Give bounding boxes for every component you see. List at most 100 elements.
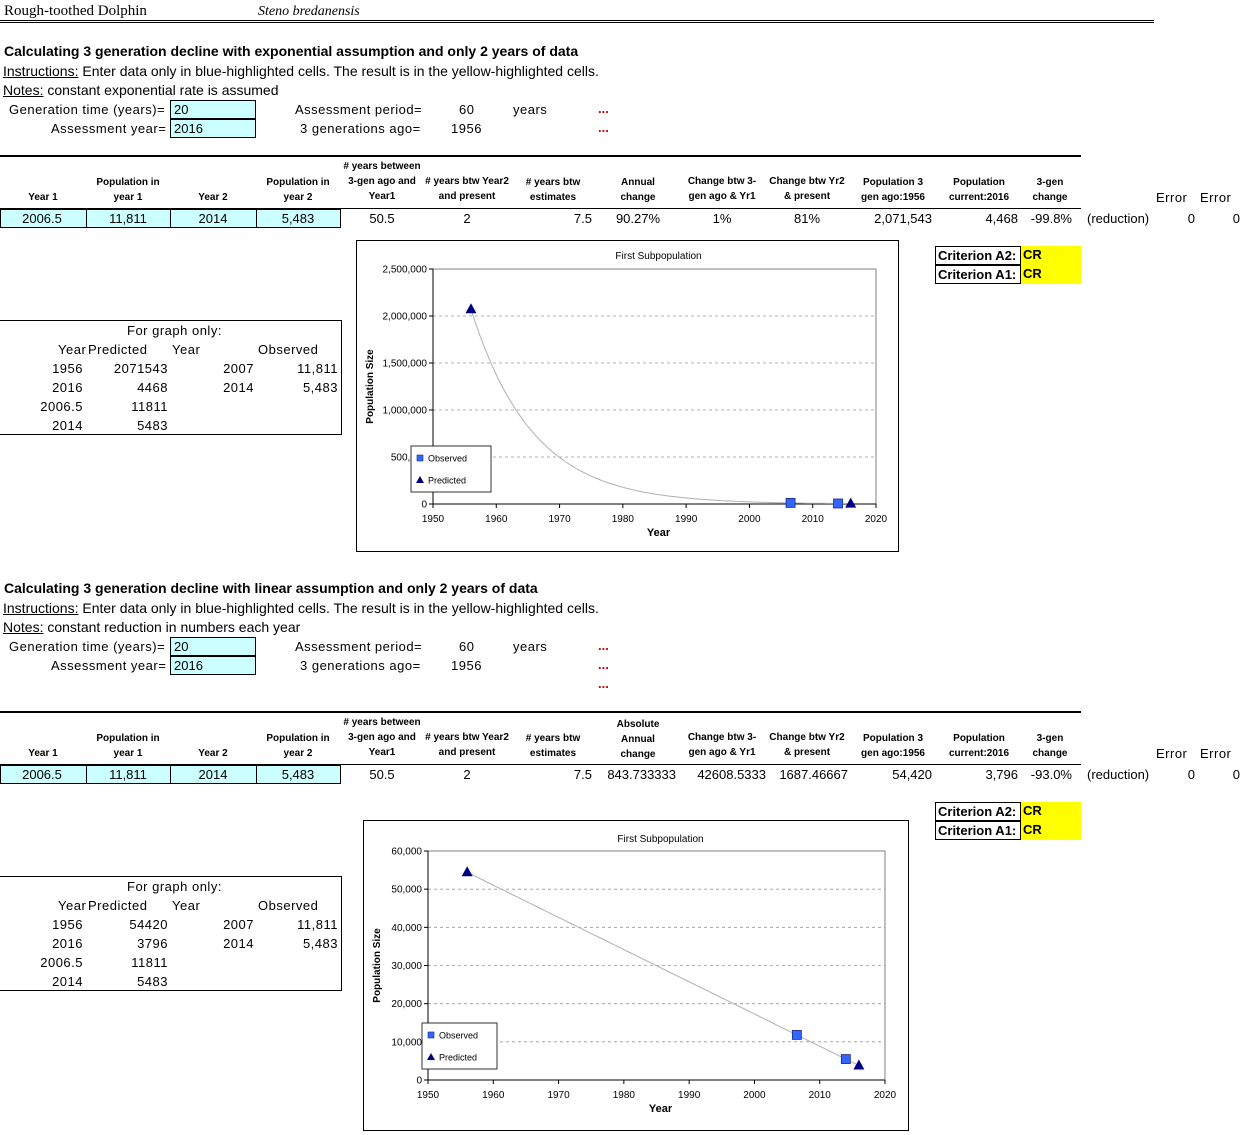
criterion-a1: Criterion A1: CR: [935, 821, 1081, 840]
gen3-change-value: -93.0%: [1030, 767, 1072, 782]
table-header: Population 3 gen ago:1956: [850, 175, 936, 205]
g-row-observed: 11,811: [297, 917, 338, 932]
table-header: Change btw 3- gen ago & Yr1: [680, 174, 764, 204]
assess-year-input[interactable]: 2016: [170, 119, 256, 138]
x-tick-label: 2020: [874, 1090, 897, 1101]
error-value-2: 0: [1232, 211, 1240, 226]
change-y2-value: 81%: [793, 211, 821, 226]
x-tick-label: 1970: [547, 1090, 570, 1101]
header-text: & present: [783, 747, 831, 758]
error-value-1: 0: [1187, 211, 1195, 226]
table-header: # years btw Year2 and present: [424, 174, 510, 204]
header-text: gen ago & Yr1: [688, 191, 756, 202]
gen-time-label: Generation time (years)=: [9, 102, 166, 117]
assess-period-label: Assessment period=: [295, 639, 423, 654]
table-header: # years btw estimates: [510, 175, 596, 205]
legend-label: Predicted: [439, 1053, 477, 1063]
table-header: Year 2: [170, 746, 256, 761]
change-3gen-value: 42608.5333: [697, 767, 766, 782]
yrs-est-value: 7.5: [573, 767, 592, 782]
yrs-y2-value: 2: [463, 211, 471, 226]
g-year-obs-head: Year: [172, 342, 201, 357]
gen-time-input[interactable]: 20: [170, 637, 256, 656]
x-tick-label: 1950: [417, 1090, 440, 1101]
notes-line: Notes: constant exponential rate is assu…: [3, 82, 279, 98]
graph-only-label: For graph only:: [127, 323, 222, 338]
graph-table: [0, 320, 342, 435]
header-text: Population in: [266, 733, 330, 744]
error-header-2: Error: [1200, 190, 1232, 205]
year1-input[interactable]: 2006.5: [22, 211, 62, 226]
assess-period-label: Assessment period=: [295, 102, 423, 117]
header-text: 3-gen: [1036, 733, 1064, 744]
criterion-a2: Criterion A2: CR: [935, 246, 1081, 265]
yrs-btw-value: 50.5: [369, 211, 395, 226]
pop2-input[interactable]: 5,483: [281, 767, 315, 782]
legend-triangle-icon: [416, 476, 424, 483]
pop-current-value: 3,796: [985, 767, 1018, 782]
header-text: Absolute: [616, 719, 660, 730]
legend-box: [410, 445, 492, 493]
criterion-a1: Criterion A1: CR: [935, 265, 1081, 284]
header-text: estimates: [529, 748, 577, 759]
header-text: Change btw Yr2: [769, 176, 845, 187]
header-text: change: [620, 192, 656, 203]
header-text: Population: [953, 733, 1005, 744]
chart-title: First Subpopulation: [615, 251, 701, 262]
g-row-observed: 5,483: [302, 936, 338, 951]
header-text: estimates: [529, 192, 577, 203]
header-text: Change btw Yr2: [769, 732, 845, 743]
table-header: Change btw Yr2 & present: [764, 174, 850, 204]
assess-year-input[interactable]: 2016: [170, 656, 256, 675]
y-tick-label: 1,000,000: [383, 406, 428, 417]
pop1-input[interactable]: 11,811: [109, 211, 147, 226]
legend-label: Observed: [428, 454, 467, 464]
g-year-head: Year: [58, 342, 87, 357]
assess-period-value: 60: [459, 639, 475, 654]
g-row-year: 2014: [52, 974, 83, 989]
header-bottom-rule: [0, 208, 1081, 209]
g-row-observed: 11,811: [297, 361, 338, 376]
pop1-input[interactable]: 11,811: [109, 767, 147, 782]
predicted-point: [853, 1059, 865, 1070]
year2-input[interactable]: 2014: [198, 767, 228, 782]
observed-point: [785, 497, 796, 508]
header-text: # years btw Year2: [425, 176, 509, 187]
pop-3gen-value: 54,420: [892, 767, 932, 782]
table-top-rule: [0, 711, 1081, 713]
criterion-a1-value: CR: [1020, 821, 1081, 840]
instructions-text: Enter data only in blue-highlighted cell…: [78, 63, 599, 79]
error-header-2: Error: [1200, 746, 1232, 761]
table-header: 3-gen change: [1022, 175, 1078, 205]
criterion-a1-label: Criterion A1:: [938, 267, 1017, 282]
table-header: Population in year 1: [86, 731, 170, 761]
pop2-input[interactable]: 5,483: [281, 211, 315, 226]
y-tick-label: 2,000,000: [383, 312, 428, 323]
legend-box: [421, 1022, 498, 1070]
g-row-year: 1956: [52, 361, 83, 376]
x-tick-label: 2000: [743, 1090, 766, 1101]
header-text: 3-gen: [1036, 177, 1064, 188]
header-text: Population: [953, 177, 1005, 188]
header-text: Population in: [266, 177, 330, 188]
year1-input[interactable]: 2006.5: [22, 767, 62, 782]
header-text: Change btw 3-: [687, 732, 757, 743]
criterion-a2-value: CR: [1020, 246, 1081, 265]
notes-text: constant reduction in numbers each year: [43, 619, 301, 635]
header-text: Year 1: [28, 192, 58, 203]
gen-time-input[interactable]: 20: [170, 100, 256, 119]
header-text: year 1: [113, 748, 143, 759]
year2-input[interactable]: 2014: [198, 211, 228, 226]
observed-point: [833, 498, 843, 509]
x-tick-label: 1970: [548, 514, 571, 525]
observed-point: [840, 1054, 851, 1064]
g-row-year: 2014: [52, 418, 83, 433]
header-text: Population in: [96, 733, 160, 744]
plot-area: [432, 268, 877, 505]
three-gen-ago-value: 1956: [451, 658, 482, 673]
g-row-predicted: 11811: [131, 399, 168, 414]
legend-label: Predicted: [428, 476, 466, 486]
g-row-predicted: 11811: [131, 955, 168, 970]
section-title: Calculating 3 generation decline with li…: [4, 580, 538, 596]
header-text: Year 2: [198, 192, 228, 203]
